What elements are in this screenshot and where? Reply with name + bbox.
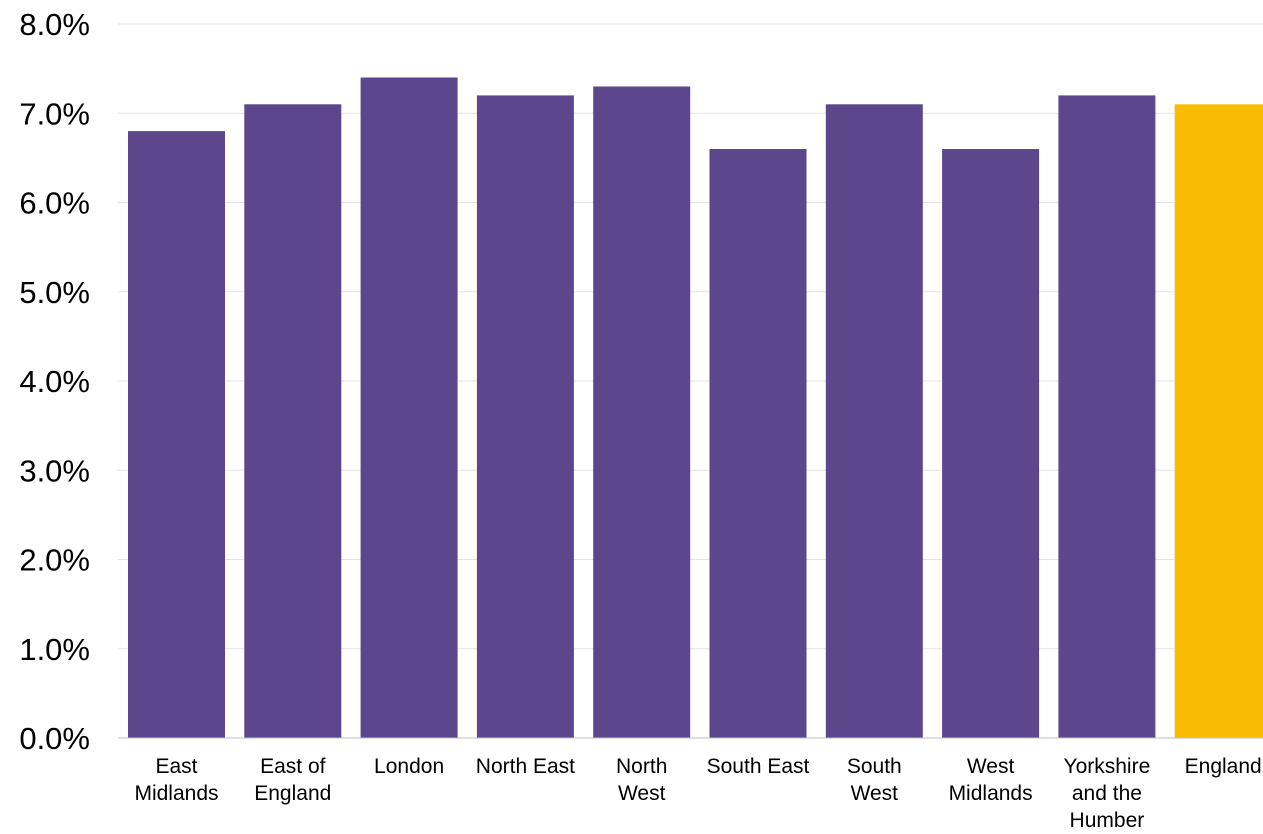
bar-south-west [825,104,923,739]
y-tick-label: 7.0% [19,96,90,131]
x-tick-label: East of England [254,755,331,805]
bar-england [1174,104,1263,739]
y-tick-label: 3.0% [19,453,90,488]
x-tick-label: East Midlands [134,755,218,805]
bar-east-of-england [244,104,342,739]
bar-north-east [476,95,574,738]
y-tick-label: 6.0% [19,186,90,221]
x-tick-label: North West [616,755,667,805]
x-tick-label: North East [476,755,575,778]
bar-south-east [709,149,807,738]
y-tick-label: 4.0% [19,364,90,399]
x-tick-label: London [374,755,444,778]
y-axis-tick-labels: 0.0% 1.0% 2.0% 3.0% 4.0% 5.0% 6.0% 7.0% 8.0% [19,7,90,756]
x-tick-label: Yorkshire and the Humber [1064,755,1151,829]
bars [128,77,1263,739]
y-tick-label: 5.0% [19,275,90,310]
bar-yorkshire-and-the-humber [1058,95,1156,738]
y-tick-label: 1.0% [19,632,90,667]
bar-west-midlands [942,149,1040,738]
x-tick-label: South East [707,755,810,778]
bar-london [360,77,458,738]
y-tick-label: 8.0% [19,7,90,42]
x-tick-label: England [1185,755,1262,778]
y-tick-label: 0.0% [19,721,90,756]
bar-north-west [593,86,691,738]
x-tick-label: West Midlands [949,755,1033,805]
x-tick-label: South West [847,755,902,805]
bar-east-midlands [128,131,225,739]
x-axis-tick-labels: East Midlands East of England London North Ea… [134,755,1262,832]
y-tick-label: 2.0% [19,543,90,578]
